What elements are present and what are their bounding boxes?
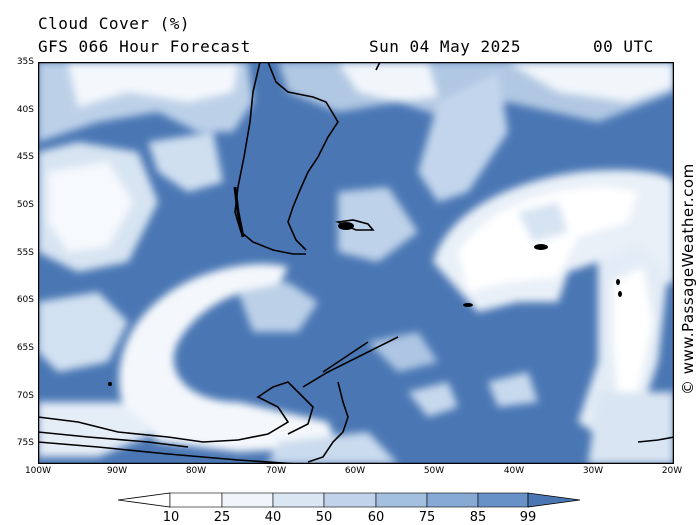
colorbar-high-arrow [527,492,581,508]
colorbar-segment [375,492,428,508]
lon-label: 30W [582,466,604,476]
colorbar-segment [272,492,325,508]
colorbar-low-arrow [118,492,171,508]
colorbar-segment [426,492,479,508]
forecast-time: 00 UTC [593,37,654,56]
lat-label: 35S [16,57,34,67]
lat-label: 55S [16,248,34,258]
lat-label: 70S [16,391,34,401]
lat-label: 65S [16,343,34,353]
islands [108,222,622,386]
lon-label: 70W [265,466,287,476]
colorbar-tick: 85 [469,510,487,525]
lat-label: 60S [16,295,34,305]
cloud-fields [38,62,674,464]
colorbar-tick: 75 [418,510,436,525]
colorbar-tick: 25 [213,510,231,525]
map-frame [38,62,674,464]
colorbar-segment [221,492,274,508]
colorbar-segment [169,492,223,508]
colorbar-tick: 99 [519,510,537,525]
lon-label: 50W [423,466,445,476]
colorbar-segment [477,492,529,508]
credit-text: © www.PassageWeather.com [679,163,697,395]
lat-label: 40S [16,105,34,115]
colorbar-segment [323,492,377,508]
colorbar-tick: 60 [367,510,385,525]
forecast-label: GFS 066 Hour Forecast [38,37,251,56]
colorbar [118,492,581,508]
lat-label: 75S [16,438,34,448]
lon-label: 80W [185,466,207,476]
colorbar-tick: 10 [162,510,180,525]
forecast-date: Sun 04 May 2025 [369,37,521,56]
colorbar-tick: 50 [315,510,333,525]
lon-label: 100W [24,466,52,476]
lon-label: 40W [503,466,525,476]
lat-label: 45S [16,152,34,162]
lon-label: 90W [106,466,128,476]
cloud-cover-map [38,62,674,464]
lat-label: 50S [16,200,34,210]
lon-label: 60W [344,466,366,476]
lon-label: 20W [661,466,683,476]
colorbar-tick: 40 [264,510,282,525]
coastlines [38,62,674,464]
map-title: Cloud Cover (%) [38,14,190,33]
